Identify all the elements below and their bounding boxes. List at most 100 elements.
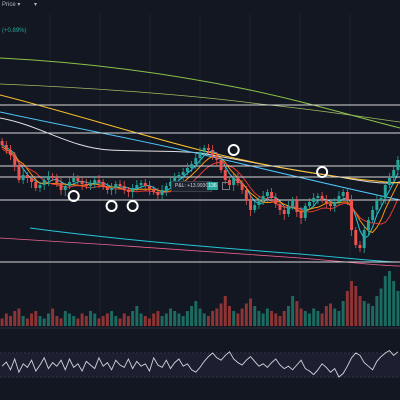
volume-bar xyxy=(42,318,46,326)
candle xyxy=(308,202,311,206)
candle xyxy=(17,165,21,180)
volume-bar xyxy=(392,281,396,326)
candle xyxy=(4,145,8,150)
candle xyxy=(249,200,252,210)
candle xyxy=(139,183,143,185)
candle xyxy=(291,200,295,206)
candle xyxy=(114,184,118,188)
candle xyxy=(59,183,63,190)
candle xyxy=(101,182,105,187)
candle xyxy=(194,158,198,164)
chevron-down-icon[interactable]: ▾ xyxy=(34,2,38,8)
candle xyxy=(333,202,337,206)
volume-bar xyxy=(173,311,177,326)
candle xyxy=(9,150,12,155)
candle xyxy=(299,212,303,218)
ma-olive-line xyxy=(0,83,400,123)
volume-bar xyxy=(72,316,76,326)
volume-bar xyxy=(110,311,114,326)
candle xyxy=(232,178,236,185)
volume-bar xyxy=(122,313,126,326)
candle xyxy=(131,188,135,192)
volume-bar xyxy=(257,311,261,326)
volume-bar xyxy=(46,313,50,326)
volume-bar xyxy=(341,301,345,326)
volume-bar xyxy=(295,301,299,326)
rsi-band xyxy=(0,353,400,377)
candle xyxy=(396,160,400,170)
candle xyxy=(388,178,391,185)
candle xyxy=(0,141,4,145)
candle xyxy=(278,204,282,210)
volume-bar xyxy=(59,318,63,326)
volume-bar xyxy=(34,311,38,326)
volume-bar xyxy=(270,311,274,326)
candle xyxy=(244,190,248,200)
candle xyxy=(72,178,76,182)
rsi-line xyxy=(1,350,399,378)
candle xyxy=(164,186,168,190)
price-change: (+0.89%) xyxy=(2,28,27,34)
candle xyxy=(177,175,181,178)
candle xyxy=(375,200,379,210)
candle xyxy=(156,192,160,195)
volume-bar xyxy=(190,306,194,326)
volume-bar xyxy=(320,313,324,326)
candle xyxy=(329,204,332,206)
volume-bar xyxy=(38,316,42,326)
candle xyxy=(324,200,328,204)
candle xyxy=(253,205,257,210)
signal-marker[interactable] xyxy=(67,190,80,202)
candle xyxy=(286,206,290,214)
signal-marker[interactable] xyxy=(227,144,240,156)
volume-bar xyxy=(278,316,282,326)
chevron-down-icon: ▾ xyxy=(17,2,21,8)
volume-bar xyxy=(375,296,379,326)
volume-bars xyxy=(0,271,400,326)
volume-bar xyxy=(30,313,34,326)
candle xyxy=(211,150,215,155)
candle xyxy=(202,148,206,152)
candle xyxy=(223,170,227,180)
price-selector[interactable]: Price ▾ xyxy=(2,1,20,8)
volume-bar xyxy=(329,303,332,326)
volume-bar xyxy=(164,313,168,326)
volume-bar xyxy=(350,281,354,326)
signal-markers[interactable] xyxy=(67,144,329,212)
volume-bar xyxy=(177,313,181,326)
candle xyxy=(135,185,139,188)
signal-marker[interactable] xyxy=(105,200,118,212)
candle xyxy=(350,200,354,230)
horizontal-levels[interactable] xyxy=(0,104,400,263)
candle xyxy=(160,190,164,195)
ma-pink-line xyxy=(0,237,400,267)
candle xyxy=(55,178,59,183)
pnl-badge[interactable]: 136 xyxy=(207,182,218,190)
candle xyxy=(173,178,177,182)
candle xyxy=(118,184,122,186)
volume-bar xyxy=(114,316,118,326)
volume-bar xyxy=(84,316,88,326)
volume-bar xyxy=(181,316,185,326)
candle xyxy=(152,189,156,192)
volume-bar xyxy=(97,318,101,326)
candle xyxy=(392,170,396,178)
signal-marker[interactable] xyxy=(316,166,329,178)
volume-bar xyxy=(236,313,240,326)
volume-bar xyxy=(160,316,164,326)
signal-marker[interactable] xyxy=(126,200,139,212)
candle xyxy=(236,178,240,183)
volume-bar xyxy=(316,311,320,326)
volume-bar xyxy=(228,306,231,326)
candle xyxy=(89,183,92,186)
volume-bar xyxy=(396,291,400,326)
volume-bar xyxy=(9,316,12,326)
volume-bar xyxy=(299,308,303,326)
candle xyxy=(93,180,97,183)
candle xyxy=(110,188,114,190)
volume-bar xyxy=(324,306,328,326)
candle xyxy=(316,196,320,198)
volume-bar xyxy=(312,308,316,326)
close-position-icon[interactable] xyxy=(222,182,230,190)
